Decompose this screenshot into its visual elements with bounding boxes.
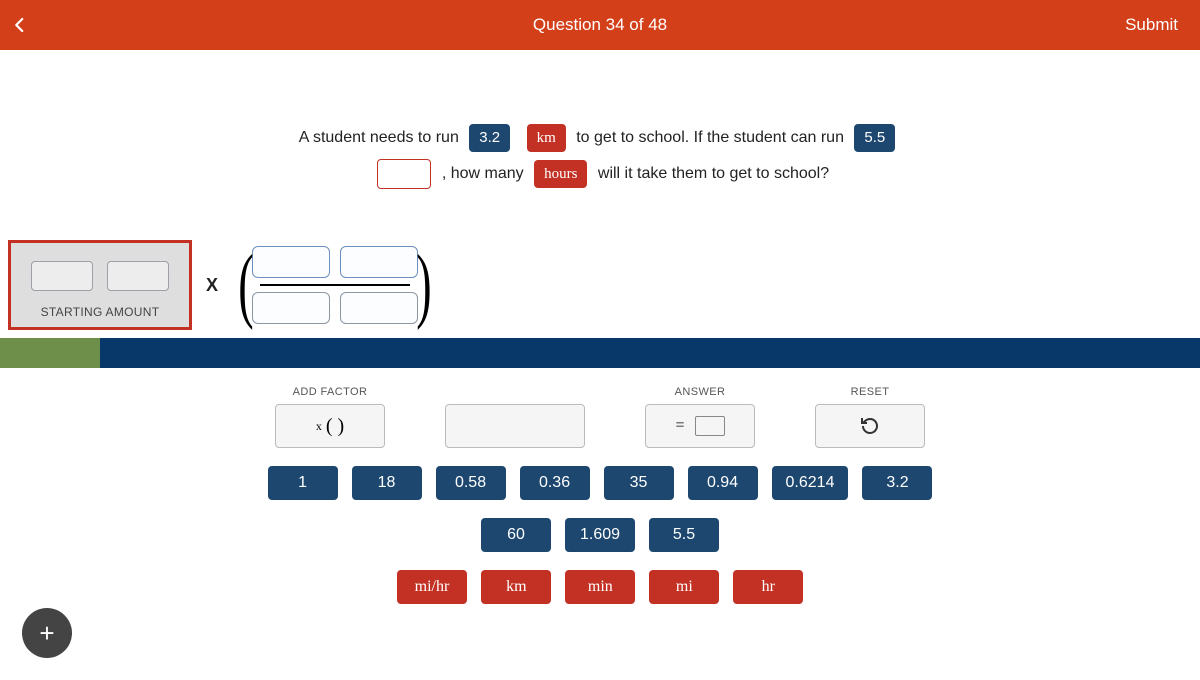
unit-tile[interactable]: min [565,570,635,604]
question-segment: to get to school. If the student can run [576,129,844,146]
number-tile[interactable]: 0.6214 [772,466,849,500]
number-tile-row-1: 1 18 0.58 0.36 35 0.94 0.6214 3.2 [268,466,933,500]
starting-amount-label: STARTING AMOUNT [41,305,160,319]
number-tile[interactable]: 1.609 [565,518,635,552]
number-tile[interactable]: 0.36 [520,466,590,500]
question-counter: Question 34 of 48 [0,15,1200,35]
dimensional-analysis-row: STARTING AMOUNT X ( ) [0,240,1200,330]
starting-unit-slot[interactable] [107,261,169,291]
progress-segment-done [0,338,100,368]
chevron-left-icon [11,16,29,34]
number-tile[interactable]: 60 [481,518,551,552]
answer-button[interactable]: = [645,404,755,448]
unit-tile[interactable]: hr [733,570,803,604]
control-panel: ADD FACTOR x( ) ANSWER = RESET 1 18 0.58 0.… [0,368,1200,604]
number-tile[interactable]: 3.2 [862,466,932,500]
number-tile[interactable]: 1 [268,466,338,500]
unit-tile-row: mi/hr kmminmihr [397,570,804,604]
fraction-bar [260,284,410,286]
plus-icon: + [39,618,54,649]
question-unit: hours [534,160,587,188]
left-paren: ( [238,255,253,315]
denominator-unit-slot[interactable] [340,292,418,324]
progress-segment-remaining [100,338,1200,368]
question-segment: , how many [442,165,524,182]
progress-bar [0,338,1200,368]
answer-label: ANSWER [675,386,726,398]
multiply-symbol: X [206,275,218,296]
starting-value-slot[interactable] [31,261,93,291]
undo-icon [858,414,882,438]
number-tile[interactable]: 0.58 [436,466,506,500]
question-segment: A student needs to run [299,129,459,146]
header-bar: Question 34 of 48 Submit [0,0,1200,50]
answer-slot [695,416,725,436]
unit-tile[interactable]: mi [649,570,719,604]
denominator-value-slot[interactable] [252,292,330,324]
reset-button[interactable] [815,404,925,448]
number-tile[interactable]: 0.94 [688,466,758,500]
back-button[interactable] [0,0,40,50]
add-factor-glyph: ( ) [326,415,344,438]
submit-button[interactable]: Submit [1125,15,1178,35]
question-value: 5.5 [854,124,895,152]
add-factor-button[interactable]: x( ) [275,404,385,448]
number-tile-row-2: 60 1.609 5.5 [481,518,719,552]
number-tile[interactable]: 35 [604,466,674,500]
question-segment: will it take them to get to school? [598,165,829,182]
number-tile[interactable]: 5.5 [649,518,719,552]
question-unit: mi/hr [377,159,432,189]
number-tile[interactable]: 18 [352,466,422,500]
add-factor-label: ADD FACTOR [293,386,368,398]
unit-tile[interactable]: km [481,570,551,604]
numerator-unit-slot[interactable] [340,246,418,278]
unit-tile[interactable]: mi/hr [397,570,468,604]
question-text: A student needs to run 3.2 km to get to … [0,50,1200,202]
question-unit: km [527,124,566,152]
numerator-value-slot[interactable] [252,246,330,278]
starting-amount-box[interactable]: STARTING AMOUNT [8,240,192,330]
blank-button[interactable] [445,404,585,448]
right-paren: ) [416,255,431,315]
reset-label: RESET [851,386,890,398]
add-fab-button[interactable]: + [22,608,72,658]
conversion-factor: ( ) [232,246,438,324]
question-value: 3.2 [469,124,510,152]
